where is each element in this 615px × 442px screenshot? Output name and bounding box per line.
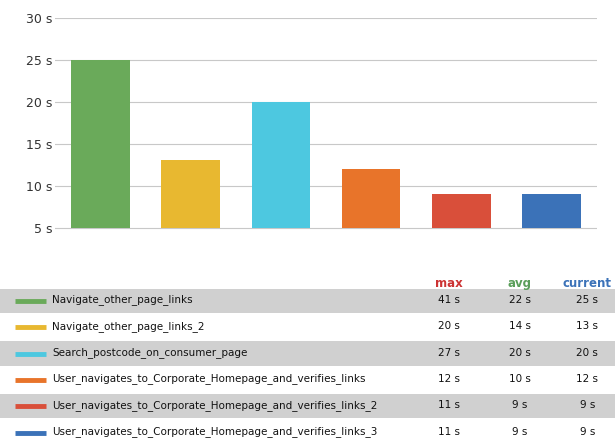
Text: 22 s: 22 s xyxy=(509,295,531,305)
Text: 20 s: 20 s xyxy=(576,348,598,358)
FancyBboxPatch shape xyxy=(0,289,615,313)
Bar xyxy=(522,194,581,228)
Text: 9 s: 9 s xyxy=(579,427,595,437)
Bar xyxy=(71,60,130,228)
Text: 11 s: 11 s xyxy=(438,400,460,411)
Bar xyxy=(161,160,220,228)
Text: User_navigates_to_Corporate_Homepage_and_verifies_links_3: User_navigates_to_Corporate_Homepage_and… xyxy=(52,427,378,437)
Text: 25 s: 25 s xyxy=(576,295,598,305)
FancyBboxPatch shape xyxy=(0,394,615,418)
Text: 20 s: 20 s xyxy=(438,321,460,332)
Text: avg: avg xyxy=(507,277,532,290)
Text: Search_postcode_on_consumer_page: Search_postcode_on_consumer_page xyxy=(52,347,248,358)
Text: 9 s: 9 s xyxy=(579,400,595,411)
Text: 9 s: 9 s xyxy=(512,400,527,411)
Text: 14 s: 14 s xyxy=(509,321,531,332)
Text: 20 s: 20 s xyxy=(509,348,531,358)
Text: 12 s: 12 s xyxy=(576,374,598,384)
Bar xyxy=(342,169,400,228)
Text: Navigate_other_page_links_2: Navigate_other_page_links_2 xyxy=(52,321,205,332)
Text: 41 s: 41 s xyxy=(438,295,460,305)
Text: 9 s: 9 s xyxy=(512,427,527,437)
Text: Navigate_other_page_links: Navigate_other_page_links xyxy=(52,294,193,305)
Text: max: max xyxy=(435,277,463,290)
Text: 10 s: 10 s xyxy=(509,374,531,384)
Bar xyxy=(252,102,310,228)
Text: User_navigates_to_Corporate_Homepage_and_verifies_links: User_navigates_to_Corporate_Homepage_and… xyxy=(52,373,366,385)
Bar xyxy=(432,194,491,228)
Text: 13 s: 13 s xyxy=(576,321,598,332)
Text: current: current xyxy=(563,277,612,290)
Text: 27 s: 27 s xyxy=(438,348,460,358)
Text: 11 s: 11 s xyxy=(438,427,460,437)
Text: 12 s: 12 s xyxy=(438,374,460,384)
FancyBboxPatch shape xyxy=(0,341,615,366)
Text: User_navigates_to_Corporate_Homepage_and_verifies_links_2: User_navigates_to_Corporate_Homepage_and… xyxy=(52,400,378,411)
